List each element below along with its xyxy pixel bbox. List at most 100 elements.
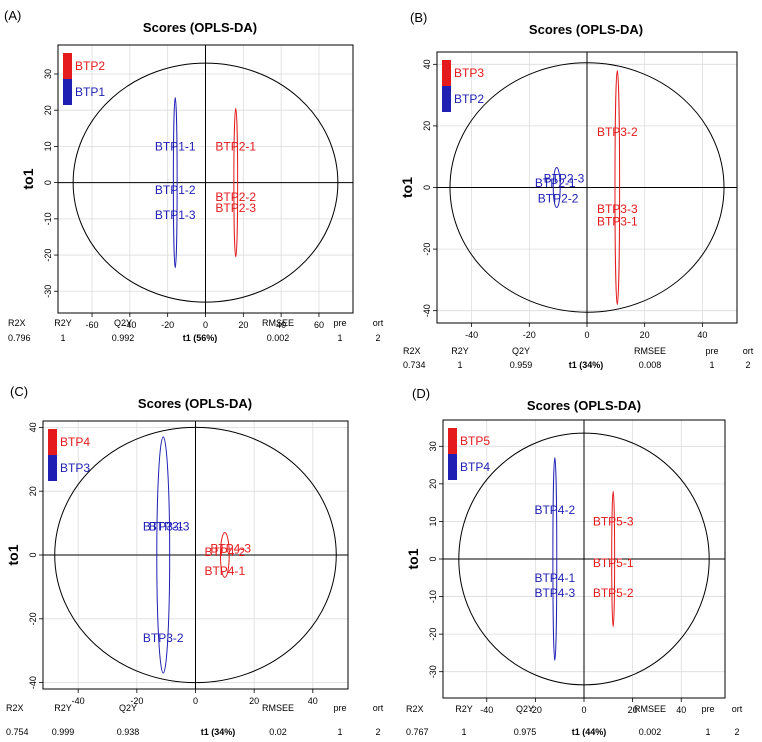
stats-value: 0.796 [8,333,31,343]
stats-header: RMSEE [634,346,666,356]
stats-value: 1 [337,727,342,737]
legend-swatch-btp4 [448,454,457,480]
legend-swatch-btp2 [63,53,72,79]
group-ellipse-btp5 [611,490,616,628]
y-axis-label: to1 [405,548,421,569]
x-axis-label: t1 (34%) [201,727,236,737]
chart-title: Scores (OPLS-DA) [143,20,257,35]
chart-title: Scores (OPLS-DA) [529,22,643,37]
stats-value: 0.999 [52,727,75,737]
point-label: BTP1-2 [155,183,196,197]
stats-value: 1 [457,360,462,370]
panel-a: (A)Scores (OPLS-DA)-60 -40 -20 0 20 40 60-30-2… [4,8,384,343]
group-ellipse-btp4 [552,457,558,661]
x-axis-label: t1 (44%) [572,727,607,737]
panel-d: (D)Scores (OPLS-DA)-40 -20 0 20 40-30-20-100… [405,386,743,737]
x-tick-label: -20 [161,320,174,330]
y-tick-label: -20 [28,612,38,625]
stats-value: 1 [705,727,710,737]
legend-label: BTP5 [460,434,490,448]
group-ellipse-btp3 [614,69,621,306]
legend-swatch-btp5 [448,428,457,454]
chart-title: Scores (OPLS-DA) [527,398,641,413]
y-tick-label: 10 [428,516,438,526]
y-tick-label: -40 [422,304,432,317]
panel-label: (A) [4,8,21,23]
stats-header: Q2Y [516,704,534,714]
y-tick-label: 0 [28,552,38,557]
point-label: BTP3-2 [597,125,638,139]
x-tick-label: 40 [697,330,707,340]
stats-header: pre [701,704,714,714]
x-tick-label: -40 [123,320,136,330]
group-ellipse-btp2 [552,166,561,209]
stats-header: ort [743,346,754,356]
stats-value: 2 [745,360,750,370]
point-label: BTP2-2 [538,191,579,205]
x-tick-label: 0 [193,696,198,706]
panel-label: (B) [410,10,427,25]
point-label: BTP3-3 [597,202,638,216]
point-label: BTP2-3 [215,201,256,215]
point-label: BTP4-3 [534,586,575,600]
stats-header: RMSEE [634,704,666,714]
stats-header: pre [333,318,346,328]
legend-swatch-btp3 [442,60,451,86]
x-tick-label: 0 [584,330,589,340]
legend-swatch-btp2 [442,86,451,112]
point-label: BTP4-2 [204,545,245,559]
panel-label: (C) [10,384,28,399]
point-label: BTP1-1 [155,139,196,153]
stats-value: 1 [337,333,342,343]
y-axis-label: to1 [399,177,415,198]
stats-value: 2 [375,333,380,343]
group-ellipse-btp1 [172,97,178,269]
point-label: BTP4-1 [204,564,245,578]
point-label: BTP4-1 [534,571,575,585]
stats-header: ort [373,703,384,713]
point-label: BTP4-2 [534,503,575,517]
x-tick-label: -40 [480,705,493,715]
stats-header: Q2Y [512,346,530,356]
x-axis-label: t1 (56%) [183,333,218,343]
x-tick-label: 20 [238,320,248,330]
legend-swatch-btp4 [48,429,57,455]
x-tick-label: 20 [628,705,638,715]
y-tick-label: -10 [428,590,438,603]
legend-label: BTP3 [60,461,90,475]
y-tick-label: -20 [43,249,53,262]
stats-header: pre [333,703,346,713]
x-tick-label: -20 [529,705,542,715]
point-label: BTP2-2 [215,190,256,204]
y-tick-label: -40 [28,676,38,689]
y-tick-label: -20 [422,243,432,256]
stats-value: 1 [461,727,466,737]
x-tick-label: -20 [130,696,143,706]
x-tick-label: 40 [676,705,686,715]
x-axis-label: t1 (34%) [569,360,604,370]
legend-label: BTP2 [454,92,484,106]
stats-value: 1 [60,333,65,343]
point-label: BTP1-3 [155,208,196,222]
point-label: BTP2-3 [544,171,585,185]
point-label: BTP2-1 [215,139,256,153]
y-tick-label: 0 [43,180,53,185]
x-tick-label: -40 [72,696,85,706]
confidence-ellipse [458,432,710,686]
chart-title: Scores (OPLS-DA) [138,396,252,411]
point-label: BTP3-1 [143,519,184,533]
x-tick-label: 40 [276,320,286,330]
stats-value: 2 [375,727,380,737]
y-tick-label: -30 [428,665,438,678]
stats-value: 1 [709,360,714,370]
stats-header: R2Y [455,704,473,714]
legend-label: BTP4 [60,435,90,449]
point-label: BTP3-2 [143,631,184,645]
stats-header: R2X [6,703,24,713]
y-tick-label: 10 [43,141,53,151]
x-tick-label: 20 [249,696,259,706]
stats-header: Q2Y [114,318,132,328]
y-tick-label: 20 [43,105,53,115]
legend-label: BTP1 [75,85,105,99]
x-tick-label: -60 [86,320,99,330]
